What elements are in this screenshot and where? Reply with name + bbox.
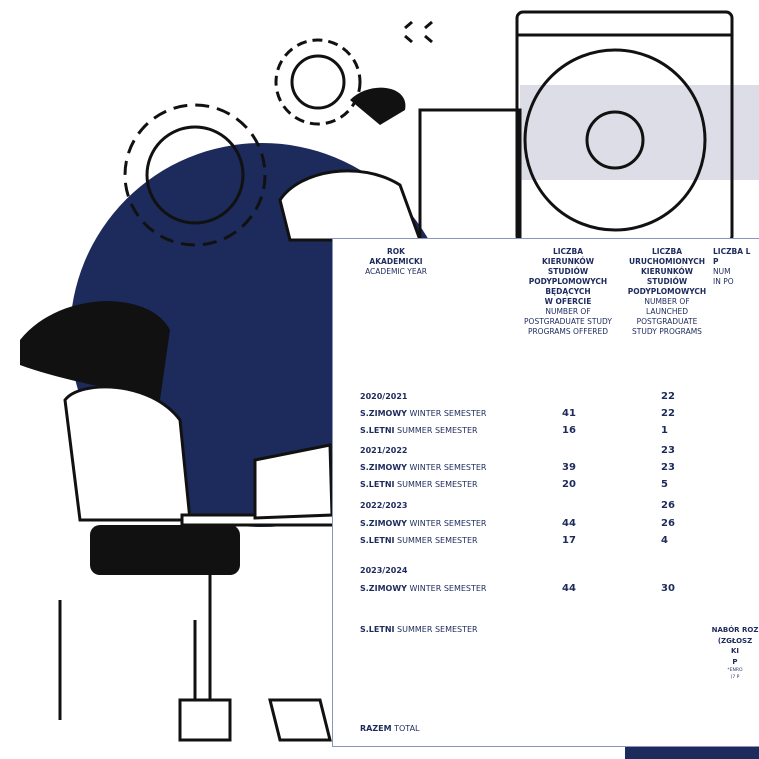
row-label: S.LETNI SUMMER SEMESTER xyxy=(360,480,478,489)
header-subtitle-line: IN PO xyxy=(713,277,734,286)
offered-value: 44 xyxy=(562,518,576,529)
header-subtitle-line: NUM xyxy=(713,267,731,276)
row-label: 2022/2023 xyxy=(360,501,407,510)
row-label: S.LETNI SUMMER SEMESTER xyxy=(360,536,478,545)
side-note-text: (7 P xyxy=(730,675,740,680)
header-title-line: ROK xyxy=(387,247,405,256)
header-subtitle-line: PROGRAMS OFFERED xyxy=(527,327,609,336)
launched-value: 26 xyxy=(661,500,675,511)
header-title-line: P xyxy=(713,257,719,266)
offered-value: 17 xyxy=(562,535,576,546)
header-title-line: PODYPLOMOWYCH xyxy=(528,277,608,286)
row-label-en: SUMMER SEMESTER xyxy=(397,625,478,634)
column-header: ROK AKADEMICKI ACADEMIC YEAR xyxy=(341,247,451,277)
row-label-pl: 2022/2023 xyxy=(360,501,408,510)
row-label-en: SUMMER SEMESTER xyxy=(397,426,478,435)
row-label: S.ZIMOWY WINTER SEMESTER xyxy=(360,519,486,528)
offered-value: 41 xyxy=(562,408,576,419)
header-title-line: LICZBA L xyxy=(713,247,751,256)
row-label-pl: 2020/2021 xyxy=(360,392,408,401)
table-panel: ROK AKADEMICKI ACADEMIC YEAR LICZBA KIERUNKÓ… xyxy=(332,238,759,747)
launched-value: 22 xyxy=(661,408,675,419)
launched-value: 23 xyxy=(661,445,675,456)
row-label-en: WINTER SEMESTER xyxy=(409,409,487,418)
row-label-pl: RAZEM xyxy=(360,724,392,733)
header-title-line: AKADEMICKI xyxy=(369,257,423,266)
row-label-en: WINTER SEMESTER xyxy=(409,463,487,472)
header-subtitle-line: STUDY PROGRAMS xyxy=(632,327,702,336)
header-subtitle-line: POSTGRADUATE STUDY xyxy=(524,317,612,326)
row-label-pl: S.ZIMOWY xyxy=(360,519,407,528)
launched-value: 22 xyxy=(661,391,675,402)
row-label: S.ZIMOWY WINTER SEMESTER xyxy=(360,463,486,472)
launched-value: 4 xyxy=(661,535,668,546)
header-title-line: KIERUNKÓW xyxy=(641,267,693,276)
header-subtitle-line: NUMBER OF xyxy=(545,307,591,316)
row-label-pl: S.LETNI xyxy=(360,625,395,634)
launched-value: 5 xyxy=(661,479,668,490)
header-title-line: STUDIÓW xyxy=(547,267,589,276)
offered-value: 20 xyxy=(562,479,576,490)
row-label-pl: S.LETNI xyxy=(360,426,395,435)
header-subtitle-line: LAUNCHED xyxy=(646,307,688,316)
column-header: LICZBA KIERUNKÓW STUDIÓW PODYPLOMOWYCH BĘDĄC… xyxy=(513,247,623,337)
row-label: RAZEM TOTAL xyxy=(360,724,420,733)
row-label-pl: S.ZIMOWY xyxy=(360,409,407,418)
row-label: 2021/2022 xyxy=(360,446,407,455)
header-title-line: KIERUNKÓW xyxy=(542,257,594,266)
row-label-pl: S.LETNI xyxy=(360,480,395,489)
header-subtitle-line: ACADEMIC YEAR xyxy=(365,267,427,276)
side-note: NABÓR ROZ (ZGŁOSZ KI P *ENRO (7 P xyxy=(705,625,759,681)
row-label: S.ZIMOWY WINTER SEMESTER xyxy=(360,409,486,418)
side-note-title: (ZGŁOSZ xyxy=(717,636,753,645)
side-note-title: P xyxy=(732,657,738,666)
row-label-en: TOTAL xyxy=(394,724,420,733)
launched-value: 23 xyxy=(661,462,675,473)
launched-value: 30 xyxy=(661,583,675,594)
row-label-pl: 2021/2022 xyxy=(360,446,408,455)
header-title-line: STUDIÓW xyxy=(646,277,688,286)
header-title-line: PODYPLOMOWYCH xyxy=(627,287,707,296)
side-note-title: NABÓR ROZ xyxy=(711,626,759,634)
row-label: 2023/2024 xyxy=(360,566,407,575)
row-label: S.LETNI SUMMER SEMESTER xyxy=(360,426,478,435)
header-title-line: URUCHOMIONYCH xyxy=(629,257,705,266)
launched-value: 26 xyxy=(661,518,675,529)
row-label: S.ZIMOWY WINTER SEMESTER xyxy=(360,584,486,593)
side-note-text: *ENRO xyxy=(727,668,743,673)
column-header: LICZBA L P NUM IN PO xyxy=(713,247,759,287)
row-label-en: WINTER SEMESTER xyxy=(409,519,487,528)
column-header: LICZBA URUCHOMIONYCH KIERUNKÓW STUDIÓW PODYP… xyxy=(617,247,717,337)
offered-value: 39 xyxy=(562,462,576,473)
row-label-pl: 2023/2024 xyxy=(360,566,408,575)
launched-value: 1 xyxy=(661,425,668,436)
offered-value: 16 xyxy=(562,425,576,436)
row-label: 2020/2021 xyxy=(360,392,407,401)
header-subtitle-line: NUMBER OF xyxy=(644,297,690,306)
header-title-line: BĘDĄCYCH xyxy=(545,287,591,296)
row-label-en: SUMMER SEMESTER xyxy=(397,536,478,545)
row-label-pl: S.ZIMOWY xyxy=(360,463,407,472)
header-title-line: W OFERCIE xyxy=(544,297,592,306)
header-title-line: LICZBA xyxy=(552,247,584,256)
offered-value: 44 xyxy=(562,583,576,594)
header-subtitle-line: POSTGRADUATE xyxy=(636,317,698,326)
row-label-pl: S.ZIMOWY xyxy=(360,584,407,593)
row-label-en: SUMMER SEMESTER xyxy=(397,480,478,489)
row-label: S.LETNI SUMMER SEMESTER xyxy=(360,625,478,634)
side-note-title: KI xyxy=(730,647,740,655)
row-label-pl: S.LETNI xyxy=(360,536,395,545)
row-label-en: WINTER SEMESTER xyxy=(409,584,487,593)
header-title-line: LICZBA xyxy=(651,247,683,256)
